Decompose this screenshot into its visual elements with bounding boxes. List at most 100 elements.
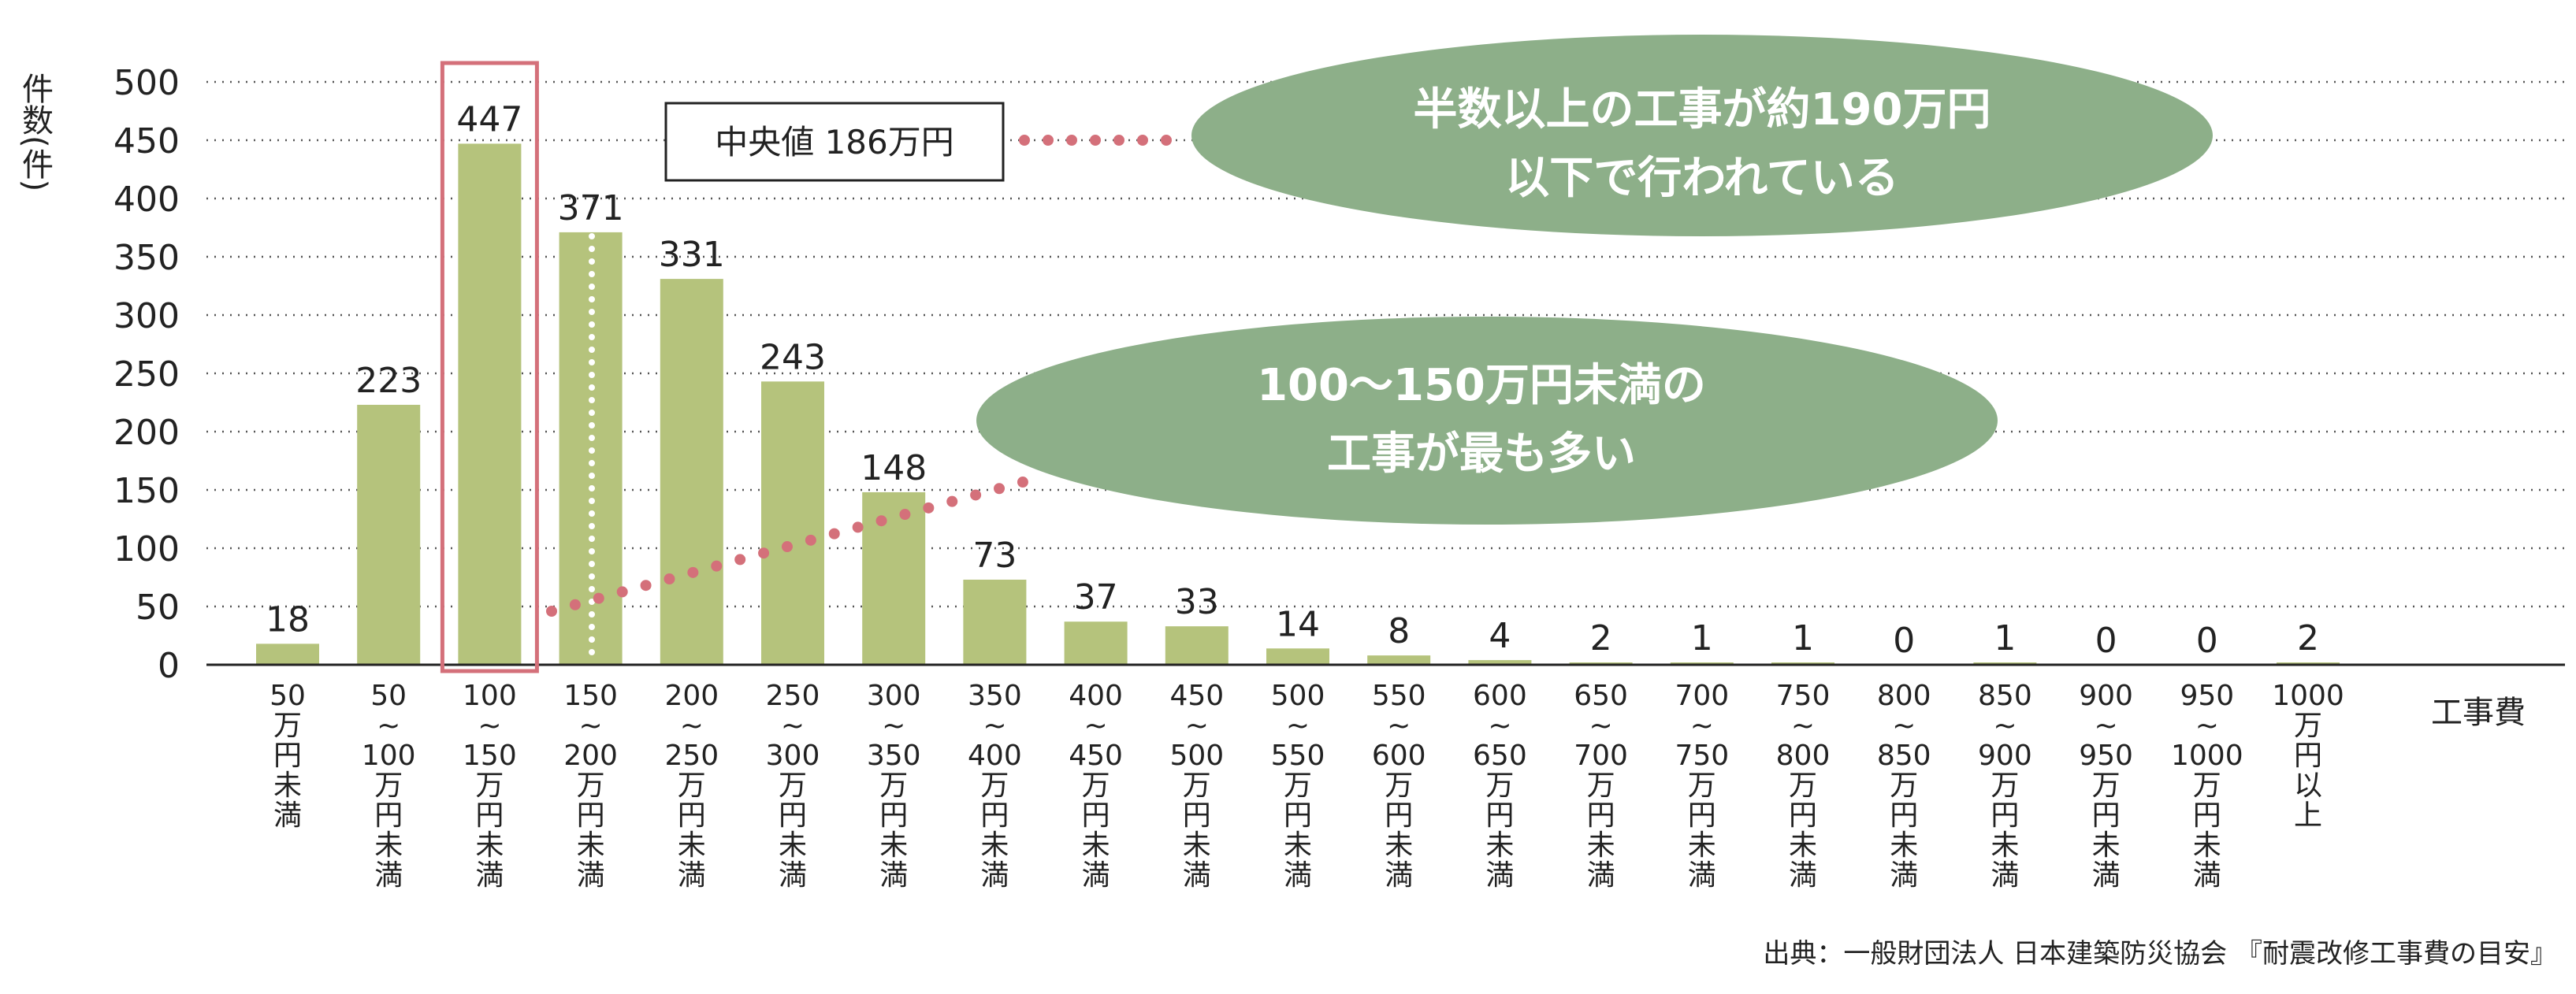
- bar: [1367, 655, 1431, 665]
- category-label-line: 満: [475, 859, 504, 892]
- category-label-line: 150: [463, 740, 517, 772]
- category-label-line: 1000: [2272, 680, 2344, 712]
- category-label-line: 円: [779, 799, 807, 832]
- category-label-line: 400: [1069, 680, 1123, 712]
- category-label-line: 満: [1890, 859, 1918, 892]
- bar: [862, 491, 926, 665]
- category-label-line: 万: [980, 770, 1009, 802]
- category-label-line: 100: [463, 680, 517, 712]
- category-label-line: 未: [1991, 829, 2019, 862]
- category-label-line: 円: [1688, 799, 1716, 832]
- category-label-line: ~: [377, 710, 400, 742]
- category-label-line: 未: [1789, 829, 1817, 862]
- category-label-line: ~: [983, 710, 1006, 742]
- category-label-line: ~: [1387, 710, 1411, 742]
- category-label-line: ~: [1185, 710, 1209, 742]
- category-label-line: 1000: [2171, 740, 2243, 772]
- y-tick-label: 400: [113, 180, 180, 220]
- y-axis-label: 件数(件): [17, 72, 53, 192]
- category-label-line: 600: [1473, 680, 1527, 712]
- bar: [963, 579, 1027, 665]
- value-label: 447: [456, 99, 522, 139]
- category-label-line: 円: [273, 740, 302, 772]
- category-label-line: ~: [1690, 710, 1714, 742]
- category-label-line: ~: [1892, 710, 1916, 742]
- y-tick-label: 500: [113, 63, 180, 103]
- category-label-line: ~: [1286, 710, 1310, 742]
- category-label-line: 円: [1485, 799, 1514, 832]
- category-label-line: 円: [678, 799, 706, 832]
- annotation-median-line1: 半数以上の工事が約190万円: [1414, 84, 1991, 135]
- value-label: 331: [659, 235, 725, 275]
- value-label: 14: [1276, 604, 1320, 644]
- category-label-line: 満: [273, 799, 302, 832]
- category-label-line: 500: [1169, 740, 1224, 772]
- y-tick-label: 150: [113, 471, 180, 511]
- category-label-line: 万: [1082, 770, 1110, 802]
- bar: [660, 279, 723, 665]
- category-label-line: 未: [678, 829, 706, 862]
- value-label: 2: [1590, 618, 1612, 658]
- category-label-line: 円: [2294, 740, 2322, 772]
- bar: [1064, 621, 1128, 665]
- category-label-line: ~: [2195, 710, 2219, 742]
- category-label-line: 未: [475, 829, 504, 862]
- category-label-line: 900: [2079, 680, 2133, 712]
- value-label: 0: [1893, 621, 1915, 661]
- highlight-box: [440, 61, 539, 673]
- category-label-line: 600: [1372, 740, 1426, 772]
- category-label-line: 未: [273, 770, 302, 802]
- category-label-line: 万: [1688, 770, 1716, 802]
- category-label-line: 万: [475, 770, 504, 802]
- y-tick-label: 0: [158, 646, 180, 686]
- category-label-line: 万: [1485, 770, 1514, 802]
- category-label-line: 満: [1183, 859, 1211, 892]
- category-label-line: 200: [664, 680, 719, 712]
- category-label-line: 円: [2193, 799, 2221, 832]
- annotation-median-line2: 以下で行われている: [1505, 153, 1899, 204]
- y-tick-label: 250: [113, 354, 180, 395]
- annotation-peak-line1: 100〜150万円未満の: [1257, 360, 1706, 411]
- category-label-line: 満: [577, 859, 605, 892]
- category-label-line: 万: [678, 770, 706, 802]
- category-label-line: 未: [1485, 829, 1514, 862]
- annotation-ellipse-peak: [976, 317, 1998, 525]
- category-label-line: 450: [1169, 680, 1224, 712]
- category-label-line: ~: [781, 710, 805, 742]
- category-label-line: 650: [1473, 740, 1527, 772]
- category-label-line: 550: [1372, 680, 1426, 712]
- category-label-line: 400: [968, 740, 1022, 772]
- category-label-line: 万: [1890, 770, 1918, 802]
- category-label-line: 満: [374, 859, 403, 892]
- source-citation: 出典：一般財団法人 日本建築防災協会 『耐震改修工事費の目安』: [1763, 938, 2557, 970]
- category-label-line: 未: [1890, 829, 1918, 862]
- category-label-line: 円: [1385, 799, 1413, 832]
- category-label-line: 未: [374, 829, 403, 862]
- category-label-line: 満: [1789, 859, 1817, 892]
- category-label-line: 円: [1587, 799, 1615, 832]
- category-label-line: 300: [867, 680, 921, 712]
- category-label-line: 50: [269, 680, 306, 712]
- category-label-line: 650: [1574, 680, 1628, 712]
- category-label-line: 万: [1587, 770, 1615, 802]
- category-label-line: 750: [1776, 680, 1831, 712]
- value-label: 223: [355, 361, 422, 401]
- category-label-line: ~: [1488, 710, 1511, 742]
- category-label-line: 円: [879, 799, 908, 832]
- category-label-line: 満: [1284, 859, 1312, 892]
- category-label-line: 満: [1082, 859, 1110, 892]
- category-label-line: 万: [879, 770, 908, 802]
- category-label-line: 円: [1183, 799, 1211, 832]
- category-label-line: ~: [1084, 710, 1108, 742]
- bars: [256, 143, 2340, 665]
- y-tick-label: 100: [113, 529, 180, 569]
